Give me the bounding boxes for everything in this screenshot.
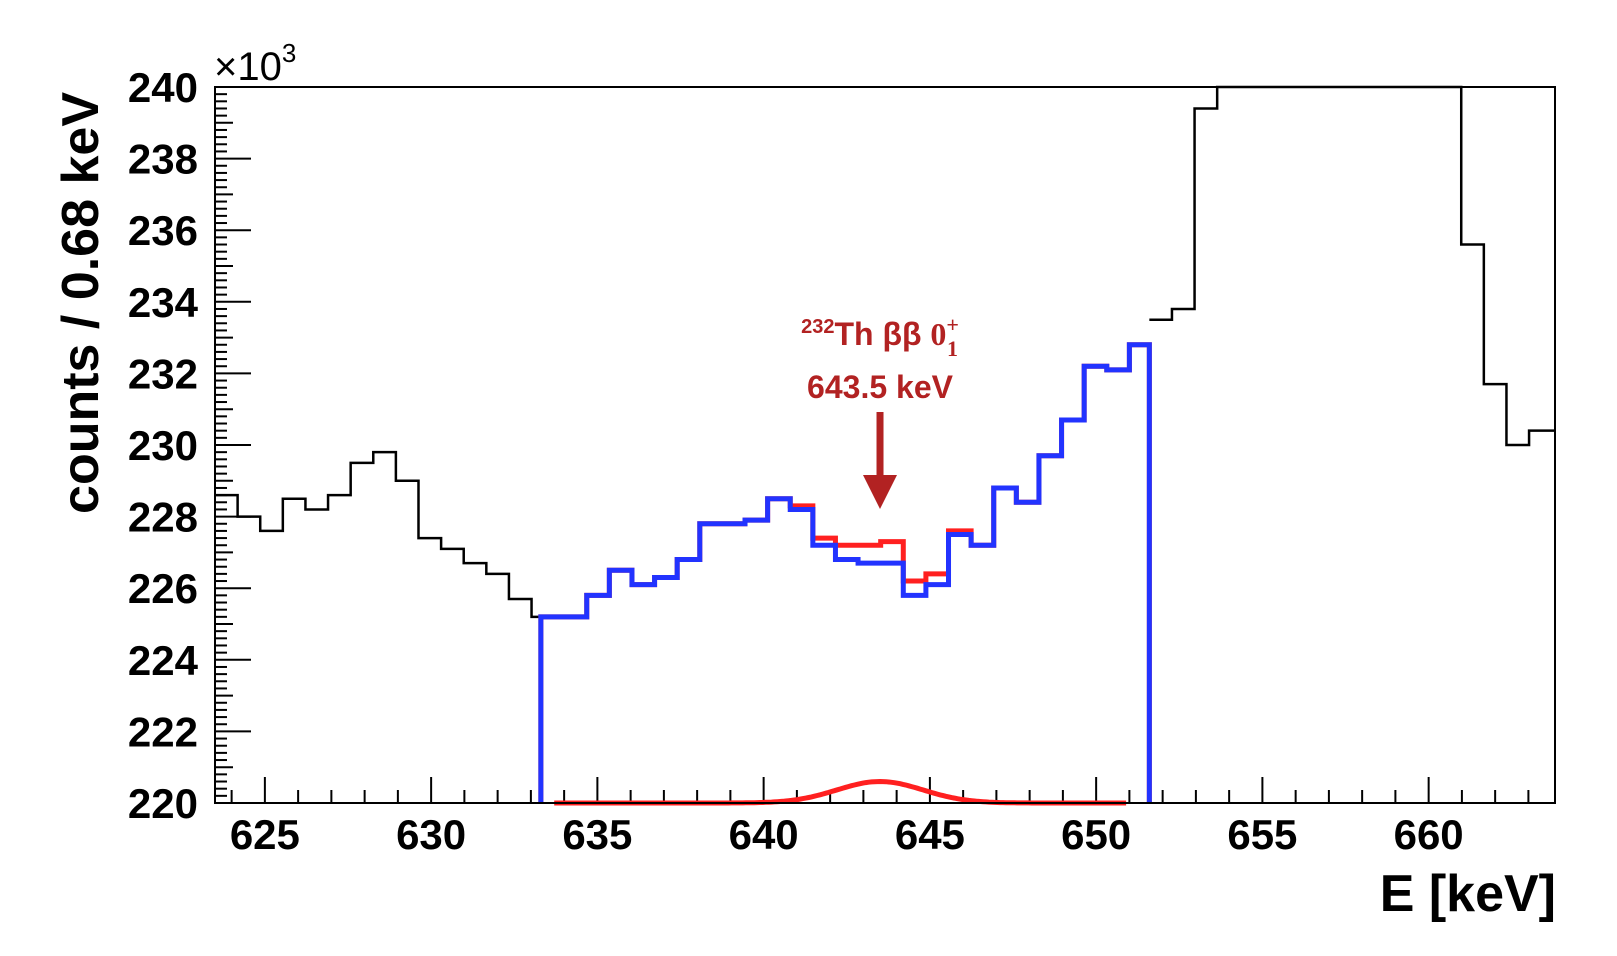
x-tick-label: 630	[396, 811, 466, 858]
signal-fit-curve	[554, 778, 1127, 806]
y-tick-label: 240	[128, 64, 198, 111]
x-tick-label: 655	[1227, 811, 1297, 858]
annotation-arrow-head	[863, 475, 898, 509]
y-axis-title: counts / 0.68 keV	[52, 92, 110, 514]
y-tick-label: 228	[128, 494, 198, 541]
x-tick-label: 625	[230, 811, 300, 858]
fit-background-only	[538, 342, 1152, 803]
data-histogram	[215, 85, 1555, 619]
axis-ticks	[215, 86, 1530, 804]
y-tick-label: 220	[128, 780, 198, 827]
y-tick-label: 230	[128, 422, 198, 469]
annotation-isotope-line: 232Th ββ 0+ 1	[801, 312, 959, 361]
x-tick-label: 650	[1061, 811, 1131, 858]
x-axis-title: E [keV]	[1380, 865, 1556, 923]
y-tick-label: 238	[128, 136, 198, 183]
x-tick-label: 640	[729, 811, 799, 858]
x-tick-label: 645	[895, 811, 965, 858]
y-tick-label: 236	[128, 207, 198, 254]
y-tick-label: 234	[128, 279, 199, 326]
y-tick-label: 226	[128, 565, 198, 612]
x-tick-label: 660	[1394, 811, 1464, 858]
y-tick-label: 222	[128, 708, 198, 755]
y-multiplier: ×103	[214, 38, 296, 89]
peak-annotation: 232Th ββ 0+ 1 643.5 keV	[801, 312, 959, 509]
data-series	[215, 85, 1555, 806]
y-tick-label: 232	[128, 350, 198, 397]
plot-frame	[214, 86, 1556, 804]
annotation-energy-label: 643.5 keV	[807, 369, 954, 405]
y-tick-labels: 220 222 224 226 228 230 232 234 236 238 240	[128, 64, 199, 827]
y-tick-label: 224	[128, 637, 199, 684]
x-tick-label: 635	[562, 811, 632, 858]
x-tick-labels: 625 630 635 640 645 650 655 660	[230, 811, 1464, 858]
